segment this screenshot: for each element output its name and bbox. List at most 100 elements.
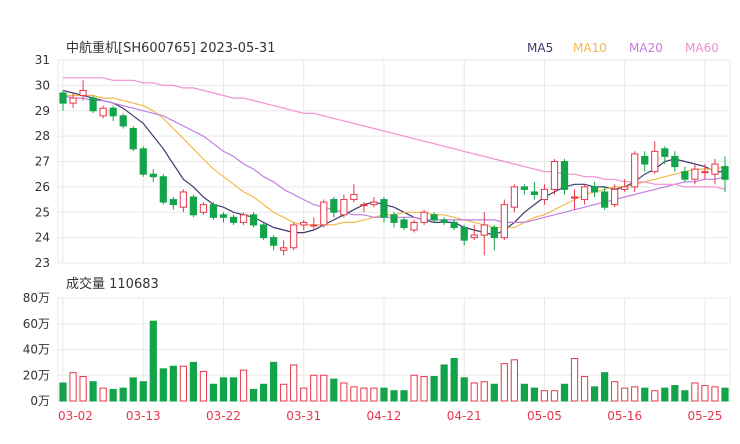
candle-body xyxy=(560,161,569,190)
volume-bars xyxy=(59,320,729,402)
volume-tick-label: 0万 xyxy=(30,394,50,408)
volume-bar xyxy=(400,390,408,402)
candle xyxy=(400,217,408,231)
volume-bar xyxy=(99,387,107,402)
volume-bar xyxy=(590,386,599,402)
date-tick-label: 05-16 xyxy=(607,409,642,423)
date-axis-labels: 03-02 03-13 03-22 03-31 04-12 04-21 05-05 05-16… xyxy=(58,409,722,423)
candle xyxy=(390,212,398,228)
candle xyxy=(350,184,358,203)
candle-body xyxy=(440,219,448,223)
candle xyxy=(580,184,589,205)
candle xyxy=(510,184,518,213)
candle xyxy=(641,151,649,172)
volume-bar xyxy=(280,383,288,402)
volume-bar xyxy=(631,386,639,402)
volume-bar xyxy=(681,390,689,402)
ma-line-ma60 xyxy=(63,77,726,190)
candle-body xyxy=(300,221,308,226)
candle xyxy=(560,158,569,195)
candle xyxy=(330,197,338,218)
volume-bar xyxy=(480,381,488,402)
candle-body xyxy=(249,214,258,226)
candle xyxy=(470,224,478,241)
candle-body xyxy=(340,199,348,216)
volume-bar xyxy=(470,382,478,402)
candle xyxy=(209,202,218,220)
candle-body xyxy=(99,107,107,117)
price-tick-label: 28 xyxy=(35,129,50,143)
candle xyxy=(430,212,438,223)
candle xyxy=(249,212,258,228)
candle-body xyxy=(450,221,458,228)
volume-bar xyxy=(440,364,448,402)
candle-body xyxy=(139,148,147,175)
volume-bar xyxy=(260,383,268,402)
candle xyxy=(360,202,368,213)
candle-body xyxy=(350,193,358,201)
candle-body xyxy=(400,219,408,228)
candle xyxy=(59,90,67,111)
candle-body xyxy=(590,186,599,193)
volume-bar xyxy=(219,377,228,402)
volume-bar xyxy=(540,390,549,402)
ma-lines xyxy=(62,77,726,236)
candle xyxy=(500,199,508,241)
volume-bar xyxy=(290,364,298,402)
candle-body xyxy=(570,196,579,199)
date-tick-label: 03-22 xyxy=(206,409,241,423)
candle xyxy=(550,158,559,195)
price-tick-label: 27 xyxy=(35,155,50,169)
candle-body xyxy=(239,214,248,223)
volume-bar xyxy=(199,370,208,402)
candle-body xyxy=(219,214,228,218)
volume-bar xyxy=(661,387,669,402)
candle xyxy=(701,164,709,180)
candle-body xyxy=(159,176,167,203)
volume-bar xyxy=(651,390,659,402)
candle xyxy=(260,222,268,241)
volume-bar xyxy=(641,387,649,402)
price-tick-label: 23 xyxy=(35,256,50,270)
volume-bar xyxy=(390,390,398,402)
volume-bar xyxy=(149,320,157,402)
volume-bar xyxy=(721,387,729,402)
candle-body xyxy=(520,186,528,190)
volume-bar xyxy=(430,376,438,402)
candle-body xyxy=(209,204,218,218)
candle-body xyxy=(641,155,649,165)
candle-body xyxy=(69,97,77,104)
candle-body xyxy=(119,115,127,127)
volume-bar xyxy=(420,376,428,402)
date-tick-label: 05-05 xyxy=(527,409,562,423)
candle-body xyxy=(470,234,478,239)
candle xyxy=(169,197,177,210)
volume-bar xyxy=(109,388,117,402)
date-tick-label: 03-31 xyxy=(286,409,321,423)
price-tick-label: 29 xyxy=(35,104,50,118)
ma-line-ma20 xyxy=(62,94,726,223)
candle xyxy=(420,209,428,225)
candle-body xyxy=(601,191,609,208)
volume-bar xyxy=(189,361,198,402)
candle-body xyxy=(229,216,238,223)
candle xyxy=(119,113,127,129)
candle xyxy=(300,219,308,231)
candle xyxy=(280,240,288,256)
candle xyxy=(661,146,669,165)
candle-body xyxy=(691,168,699,180)
volume-tick-label: 80万 xyxy=(23,291,50,305)
volume-bar xyxy=(410,374,418,402)
ma-legend: MA5 MA10 MA20 MA60 xyxy=(527,41,719,55)
candle-body xyxy=(611,188,619,206)
candle-body xyxy=(510,186,518,208)
volume-bar xyxy=(89,381,97,402)
volume-title: 成交量 110683 xyxy=(66,276,159,292)
volume-axis-labels: 0万 20万 40万 60万 80万 xyxy=(23,291,50,408)
volume-bar xyxy=(59,382,67,402)
candle xyxy=(611,184,619,208)
candle xyxy=(570,189,579,210)
candle xyxy=(631,151,639,192)
date-tick-label: 03-02 xyxy=(58,409,93,423)
